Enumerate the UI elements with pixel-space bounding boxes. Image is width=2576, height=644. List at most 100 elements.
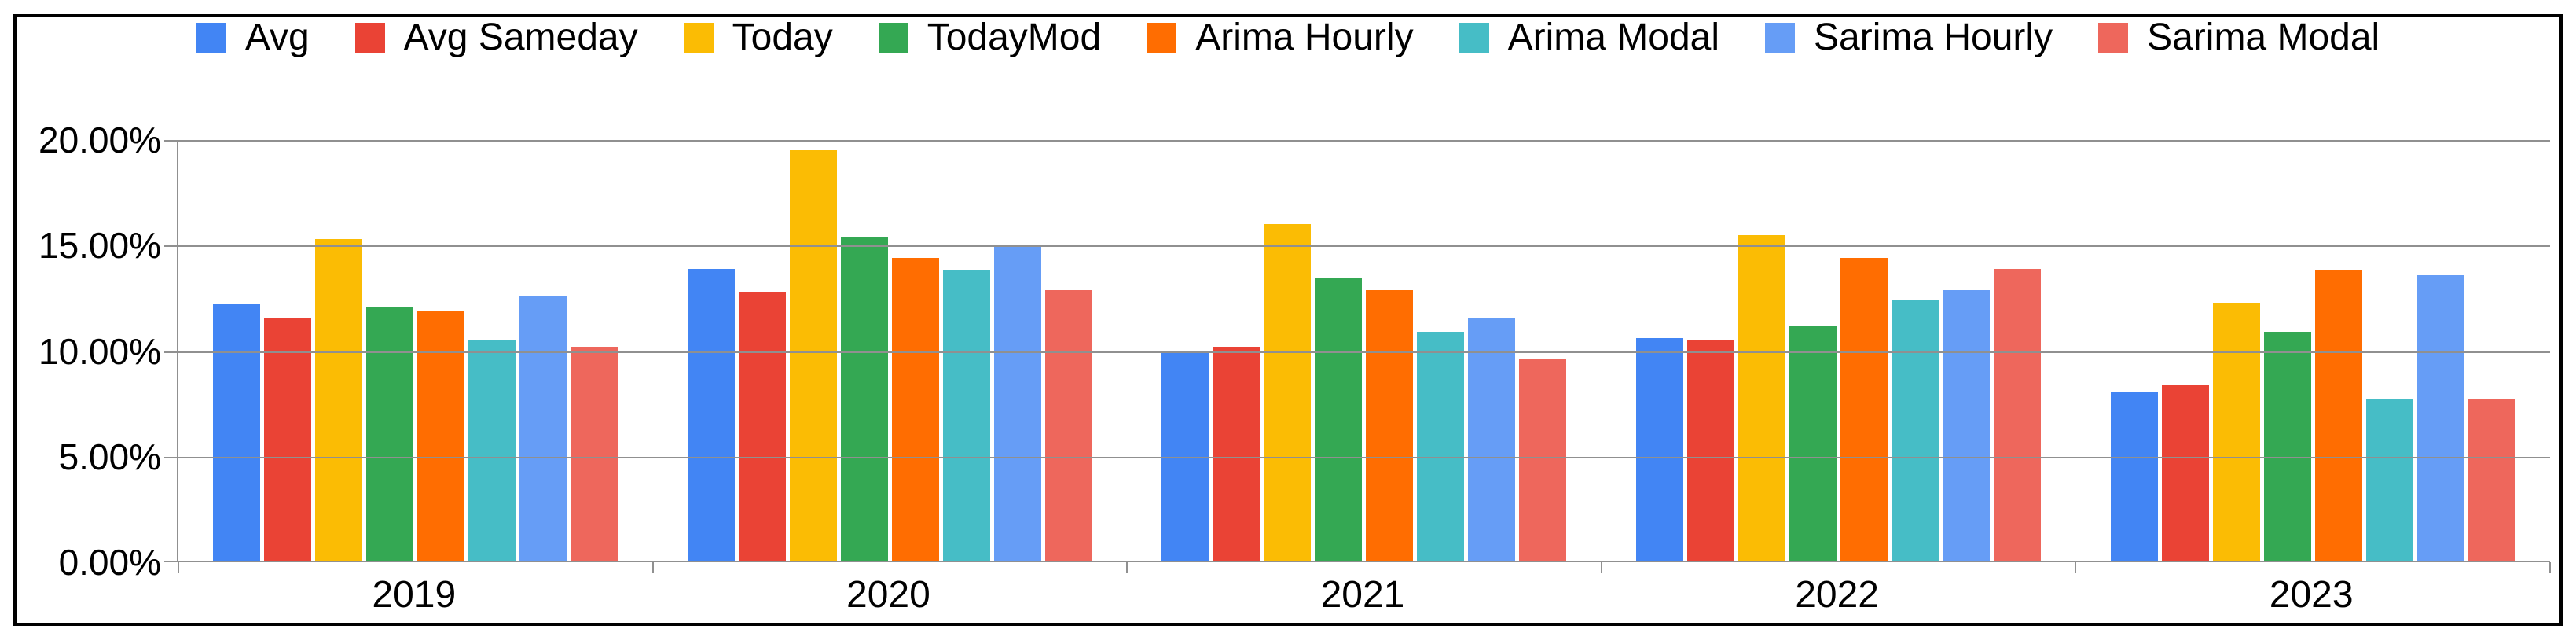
y-tick-label-20: 20.00% xyxy=(38,120,161,160)
x-axis-label-2021: 2021 xyxy=(1320,574,1405,616)
bar-today-2020 xyxy=(789,150,837,562)
bar-today-2019 xyxy=(315,239,363,562)
bar-arima-modal-2020 xyxy=(942,270,990,562)
bar-today-2023 xyxy=(2212,302,2260,562)
bar-todaymod-2023 xyxy=(2263,332,2311,562)
bar-todaymod-2022 xyxy=(1789,326,1837,562)
legend-item-sarima-hourly: Sarima Hourly xyxy=(1765,19,2053,57)
gridline-0 xyxy=(178,561,2550,562)
bar-arima-hourly-2019 xyxy=(417,311,465,562)
bar-group-2020 xyxy=(653,140,1128,562)
bar-arima-hourly-2022 xyxy=(1840,258,1888,562)
bar-sarima-modal-2022 xyxy=(1994,268,2042,562)
bar-avg-2019 xyxy=(213,304,261,562)
y-axis-tick xyxy=(164,456,178,458)
bar-today-2021 xyxy=(1264,224,1312,562)
y-tick-label-5: 5.00% xyxy=(58,436,161,477)
x-axis-label-2022: 2022 xyxy=(1795,574,1879,616)
legend-item-arima-hourly: Arima Hourly xyxy=(1147,17,1414,58)
chart-legend: Avg Avg Sameday Today TodayMod Arima Hourly A… xyxy=(0,19,2576,57)
y-tick-label-0: 0.00% xyxy=(58,542,161,583)
bar-avg-sameday-2019 xyxy=(264,317,312,562)
legend-swatch-arima-hourly xyxy=(1147,23,1177,53)
bar-avg-sameday-2021 xyxy=(1213,347,1260,562)
bar-todaymod-2019 xyxy=(366,307,414,562)
legend-swatch-arima-modal xyxy=(1459,23,1489,53)
legend-label: Arima Modal xyxy=(1507,17,1719,58)
bar-arima-modal-2023 xyxy=(2365,399,2413,562)
bar-group-2019 xyxy=(178,140,653,562)
y-axis-tick xyxy=(164,561,178,562)
bar-todaymod-2021 xyxy=(1315,277,1363,562)
bar-group-2022 xyxy=(1602,140,2076,562)
x-axis-label-2023: 2023 xyxy=(2269,574,2354,616)
legend-label: Today xyxy=(732,17,833,58)
bar-arima-modal-2021 xyxy=(1417,332,1465,562)
legend-swatch-todaymod xyxy=(878,23,908,53)
bar-avg-2022 xyxy=(1636,338,1684,562)
legend-label: Avg xyxy=(244,17,310,58)
x-axis-label-2019: 2019 xyxy=(372,574,457,616)
bar-arima-hourly-2023 xyxy=(2314,270,2362,562)
x-axis-labels: 2019 2020 2021 2022 2023 xyxy=(177,576,2548,614)
bar-avg-sameday-2023 xyxy=(2161,385,2209,562)
bar-sarima-hourly-2020 xyxy=(993,245,1041,562)
bar-arima-modal-2019 xyxy=(468,340,516,562)
gridline-5 xyxy=(178,456,2550,458)
legend-label: Sarima Hourly xyxy=(1814,17,2053,58)
bar-avg-2023 xyxy=(2110,391,2158,562)
gridline-20 xyxy=(178,140,2550,142)
legend-swatch-sarima-modal xyxy=(2098,23,2129,53)
y-axis: 20.00% 15.00% 10.00% 5.00% 0.00% xyxy=(0,122,161,580)
bar-arima-hourly-2021 xyxy=(1366,289,1414,562)
bar-sarima-modal-2020 xyxy=(1044,289,1092,562)
x-axis-tick xyxy=(651,562,654,573)
legend-item-today: Today xyxy=(683,17,833,58)
legend-swatch-avg-sameday xyxy=(354,23,385,53)
legend-item-avg: Avg xyxy=(196,19,310,57)
y-tick-label-10: 10.00% xyxy=(38,330,161,372)
bar-sarima-hourly-2019 xyxy=(519,296,567,562)
legend-item-todaymod: TodayMod xyxy=(878,17,1102,58)
bar-group-2021 xyxy=(1127,140,1602,562)
bar-avg-sameday-2020 xyxy=(738,292,786,562)
bar-today-2022 xyxy=(1738,234,1786,562)
legend-swatch-avg xyxy=(196,23,226,53)
y-axis-tick xyxy=(164,245,178,248)
legend-label: Sarima Modal xyxy=(2147,17,2380,58)
x-axis-label-2020: 2020 xyxy=(846,574,930,616)
bar-sarima-modal-2023 xyxy=(2468,399,2515,562)
x-axis-tick xyxy=(1600,562,1602,573)
legend-label: Avg Sameday xyxy=(403,17,638,58)
legend-item-avg-sameday: Avg Sameday xyxy=(354,17,638,58)
y-axis-tick xyxy=(164,140,178,142)
legend-label: Arima Hourly xyxy=(1195,17,1414,58)
legend-swatch-today xyxy=(683,23,714,53)
x-axis-tick xyxy=(178,562,179,573)
gridline-15 xyxy=(178,245,2550,248)
bar-avg-sameday-2022 xyxy=(1687,340,1735,562)
bar-sarima-hourly-2023 xyxy=(2416,274,2464,562)
y-axis-tick xyxy=(164,351,178,353)
bar-sarima-hourly-2022 xyxy=(1943,289,1991,562)
bar-sarima-modal-2021 xyxy=(1519,359,1567,562)
x-axis-tick xyxy=(1126,562,1128,573)
bar-group-2023 xyxy=(2075,140,2550,562)
gridline-10 xyxy=(178,351,2550,353)
legend-item-sarima-modal: Sarima Modal xyxy=(2098,19,2380,57)
bar-sarima-hourly-2021 xyxy=(1468,317,1516,562)
bar-arima-modal-2022 xyxy=(1892,300,1939,562)
bar-avg-2020 xyxy=(687,268,735,562)
bar-arima-hourly-2020 xyxy=(891,258,939,562)
x-axis-tick xyxy=(2075,562,2077,573)
bar-groups xyxy=(178,140,2550,562)
plot-area xyxy=(164,140,2551,573)
x-axis-tick xyxy=(2549,562,2551,573)
bar-sarima-modal-2019 xyxy=(571,347,618,562)
legend-item-arima-modal: Arima Modal xyxy=(1459,19,1719,57)
bar-todaymod-2020 xyxy=(840,237,888,562)
y-tick-label-15: 15.00% xyxy=(38,225,161,267)
legend-swatch-sarima-hourly xyxy=(1765,23,1795,53)
legend-label: TodayMod xyxy=(927,17,1102,58)
